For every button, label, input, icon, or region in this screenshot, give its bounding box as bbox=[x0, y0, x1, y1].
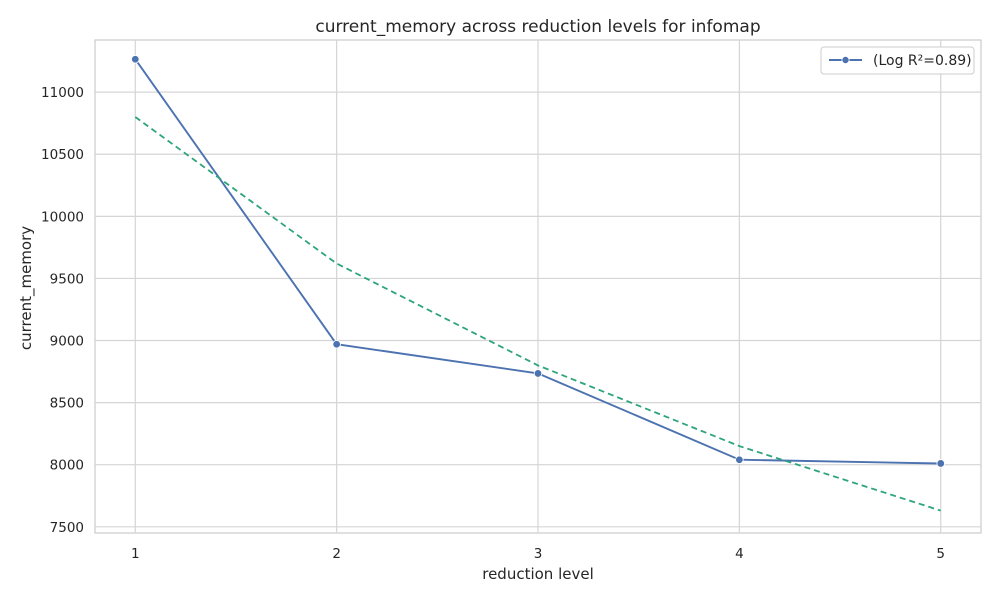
series-group bbox=[131, 55, 945, 512]
y-tick-label: 9500 bbox=[50, 271, 84, 287]
x-tick-label: 1 bbox=[131, 546, 140, 562]
legend-box bbox=[820, 46, 975, 75]
trend-line-dashed bbox=[134, 116, 941, 512]
y-tick-label: 8000 bbox=[50, 458, 84, 474]
y-tick-labels: 7500 8000 8500 9000 9500 10000 10500 11000 bbox=[41, 85, 84, 536]
legend-marker-swatch bbox=[841, 56, 850, 65]
y-tick-label: 8500 bbox=[50, 396, 84, 412]
x-tick-label: 3 bbox=[534, 546, 543, 562]
data-point bbox=[533, 369, 543, 378]
x-tick-label: 2 bbox=[332, 546, 341, 562]
y-tick-label: 10500 bbox=[41, 147, 84, 163]
data-point bbox=[131, 55, 140, 64]
y-tick-label: 11000 bbox=[41, 85, 84, 101]
data-point bbox=[735, 455, 744, 464]
chart-title: current_memory across reduction levels f… bbox=[315, 17, 760, 37]
grid-lines bbox=[95, 40, 981, 533]
data-point bbox=[936, 459, 945, 468]
y-tick-label: 7500 bbox=[50, 520, 84, 536]
x-tick-label: 5 bbox=[936, 546, 945, 562]
x-axis-label: reduction level bbox=[482, 565, 594, 583]
y-tick-label: 9000 bbox=[50, 334, 84, 350]
x-tick-label: 4 bbox=[735, 546, 744, 562]
x-tick-labels: 1 2 3 4 5 bbox=[131, 546, 945, 562]
y-axis-label: current_memory bbox=[17, 226, 36, 350]
legend: (Log R²=0.89) bbox=[820, 46, 975, 75]
data-point bbox=[332, 340, 341, 349]
y-tick-label: 10000 bbox=[41, 209, 84, 225]
legend-label: (Log R²=0.89) bbox=[873, 53, 972, 69]
